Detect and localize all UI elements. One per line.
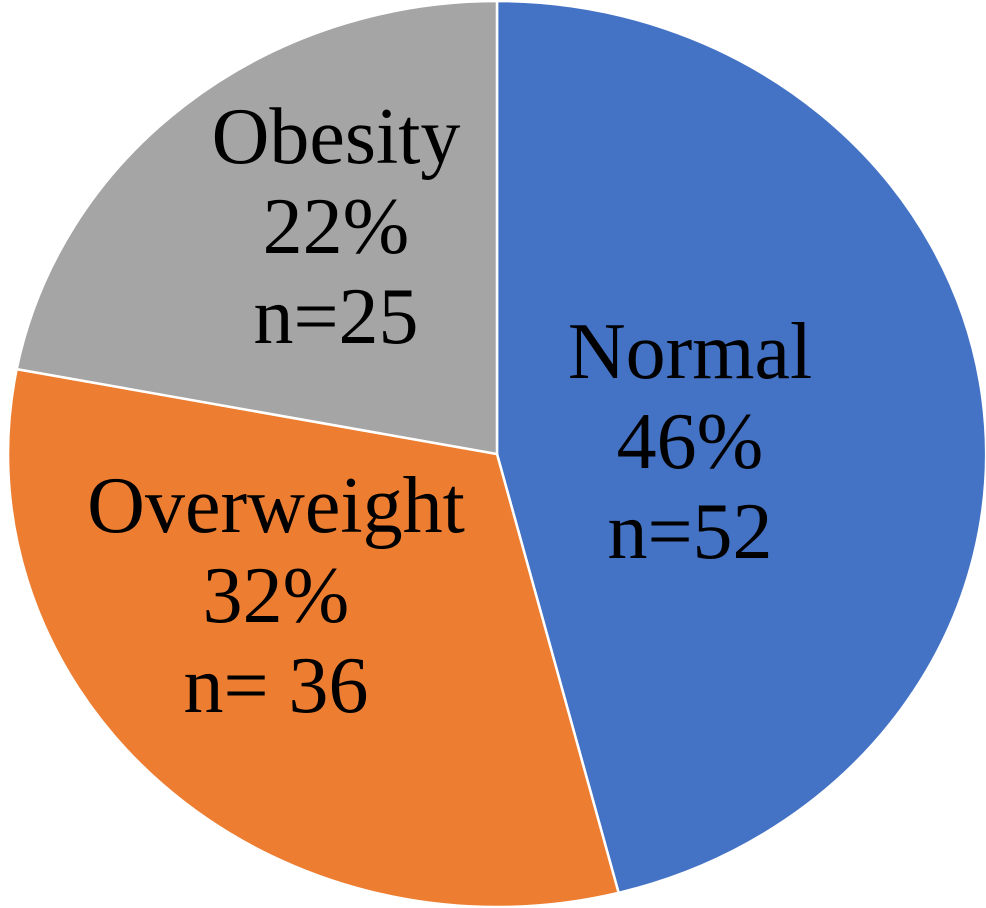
pie-slice-overweight (6, 367, 620, 908)
pie-slices-group (6, 0, 986, 908)
pie-slice-obesity (15, 0, 499, 456)
pie-slice-normal (495, 0, 986, 895)
